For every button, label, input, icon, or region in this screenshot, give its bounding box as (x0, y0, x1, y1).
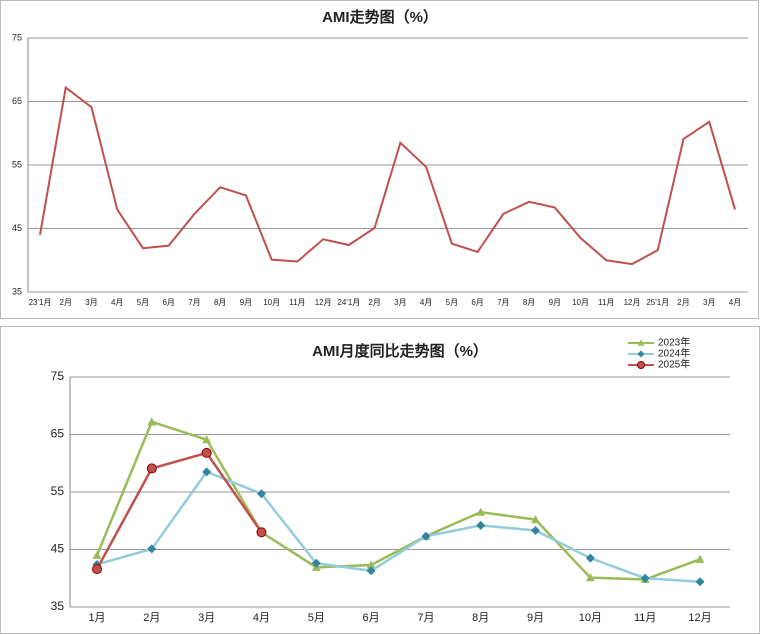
x-tick-label: 11月 (289, 298, 305, 307)
x-tick-label: 2月 (677, 298, 689, 307)
y-tick-label: 75 (12, 32, 22, 42)
marker (476, 507, 486, 516)
y-tick-label: 75 (51, 369, 65, 383)
x-tick-label: 8月 (472, 612, 489, 624)
x-tick-label: 7月 (417, 612, 434, 624)
x-tick-label: 8月 (214, 298, 226, 307)
x-tick-label: 12月 (688, 612, 711, 624)
x-tick-label: 12月 (315, 298, 332, 307)
marker (366, 566, 376, 576)
marker (366, 560, 376, 569)
x-tick-label: 23'1月 (29, 298, 52, 307)
x-tick-label: 25'1月 (646, 298, 669, 307)
y-tick-label: 35 (12, 286, 22, 296)
chart-frame (0, 326, 760, 634)
x-tick-label: 7月 (497, 298, 509, 307)
x-tick-label: 9月 (527, 612, 544, 624)
x-tick-label: 6月 (471, 298, 483, 307)
marker (201, 447, 212, 458)
x-tick-label: 8月 (523, 298, 535, 307)
x-tick-label: 12月 (624, 298, 641, 307)
legend-label: 2025年 (658, 358, 690, 371)
x-tick-label: 4月 (111, 298, 123, 307)
x-tick-label: 6月 (162, 298, 174, 307)
y-tick-label: 35 (51, 599, 65, 613)
x-tick-label: 9月 (549, 298, 561, 307)
x-tick-label: 3月 (198, 612, 215, 624)
marker (531, 515, 541, 524)
marker (695, 554, 705, 563)
legend-label: 2024年 (658, 347, 690, 360)
marker (256, 527, 267, 538)
marker (585, 573, 595, 582)
x-tick-label: 10月 (263, 298, 280, 307)
chart-title: AMI走势图（%） (322, 8, 438, 26)
marker (640, 573, 650, 583)
x-tick-label: 2月 (143, 612, 160, 624)
marker (202, 467, 212, 477)
line (96, 470, 701, 583)
x-tick-label: 10月 (572, 298, 589, 307)
x-tick-label: 11月 (634, 612, 656, 624)
legend-marker (637, 350, 645, 358)
y-tick-label: 45 (51, 542, 65, 556)
x-tick-label: 4月 (253, 612, 270, 624)
marker (695, 577, 705, 587)
x-tick-label: 24'1月 (337, 298, 360, 307)
x-tick-label: 1月 (88, 612, 105, 624)
chart-title: AMI月度同比走势图（%） (312, 342, 488, 360)
y-tick-label: 45 (12, 223, 22, 233)
x-tick-label: 10月 (579, 612, 602, 624)
x-tick-label: 3月 (394, 298, 406, 307)
x-tick-label: 4月 (420, 298, 432, 307)
marker (147, 544, 157, 554)
marker (585, 553, 595, 563)
marker (421, 531, 431, 541)
y-tick-label: 55 (12, 159, 22, 169)
x-tick-label: 5月 (137, 298, 149, 307)
x-tick-label: 3月 (703, 298, 715, 307)
legend-marker (637, 339, 645, 346)
y-tick-label: 65 (12, 96, 22, 106)
line (95, 451, 263, 570)
legend-marker (637, 361, 645, 369)
line (39, 85, 736, 266)
marker (92, 564, 102, 575)
marker (147, 417, 157, 426)
marker (256, 489, 266, 499)
x-tick-label: 3月 (85, 298, 97, 307)
marker (92, 550, 102, 559)
marker (146, 463, 157, 474)
y-tick-label: 65 (51, 427, 65, 441)
y-tick-label: 55 (51, 484, 65, 498)
x-tick-label: 9月 (240, 298, 252, 307)
marker (311, 558, 321, 568)
marker (531, 526, 541, 536)
x-tick-label: 6月 (363, 612, 380, 624)
x-tick-label: 5月 (308, 612, 325, 624)
line (95, 420, 701, 581)
x-tick-label: 2月 (368, 298, 380, 307)
x-tick-label: 5月 (446, 298, 458, 307)
marker (202, 435, 212, 444)
x-tick-label: 11月 (598, 298, 614, 307)
chart-frame (0, 0, 759, 319)
x-tick-label: 2月 (60, 298, 72, 307)
legend-label: 2023年 (658, 336, 690, 349)
marker (476, 520, 486, 530)
x-tick-label: 4月 (729, 298, 741, 307)
x-tick-label: 7月 (188, 298, 200, 307)
